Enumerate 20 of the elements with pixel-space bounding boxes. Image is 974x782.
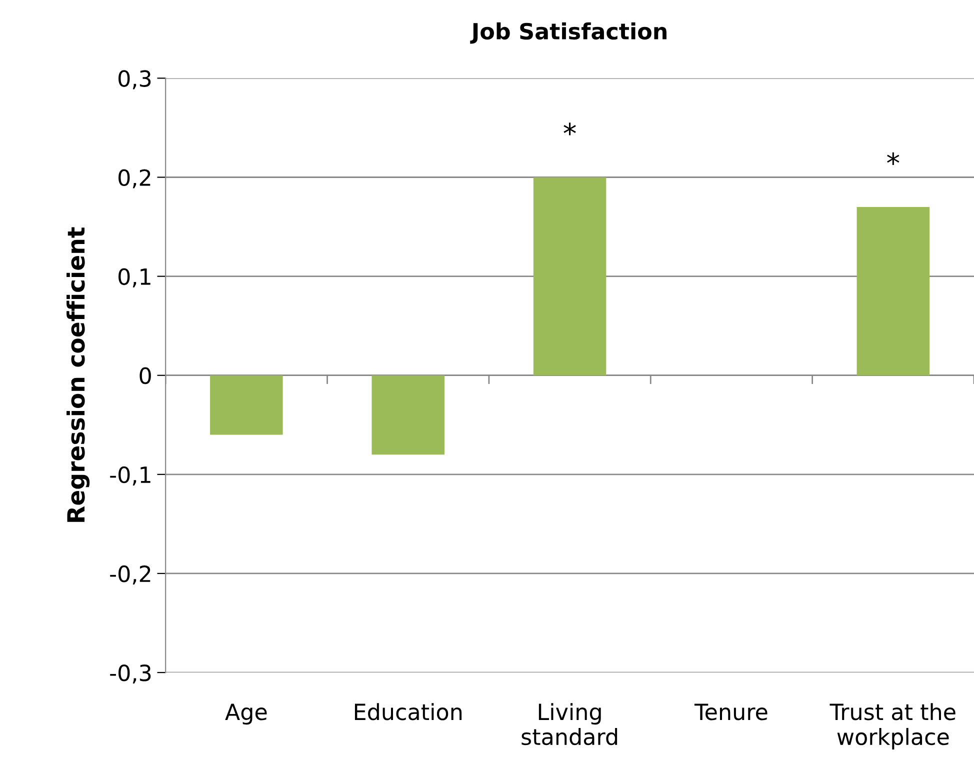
y-tick-label: 0 xyxy=(140,367,151,384)
annotation: * xyxy=(564,122,576,136)
bar xyxy=(533,177,606,376)
bar xyxy=(372,375,444,455)
x-tick-label: Trust at the workplace xyxy=(830,703,956,750)
x-tick-label: Tenure xyxy=(694,704,768,720)
y-axis-title: Regression coefficient xyxy=(66,227,90,522)
y-tick-label: 0,1 xyxy=(118,268,150,288)
x-tick-label: Age xyxy=(225,704,267,725)
y-tick-label: -0,1 xyxy=(110,466,150,486)
bar xyxy=(856,206,930,376)
annotation: * xyxy=(887,152,900,166)
x-tick-label: Education xyxy=(354,703,462,720)
y-tick-label: -0,3 xyxy=(110,664,151,684)
y-tick-label: -0,2 xyxy=(110,565,150,584)
y-tick-label: 0,2 xyxy=(118,169,150,188)
bar xyxy=(210,375,283,435)
x-tick-label: Living standard xyxy=(522,703,618,746)
y-tick-label: 0,3 xyxy=(118,70,151,90)
chart-title: Job Satisfaction xyxy=(470,22,666,44)
